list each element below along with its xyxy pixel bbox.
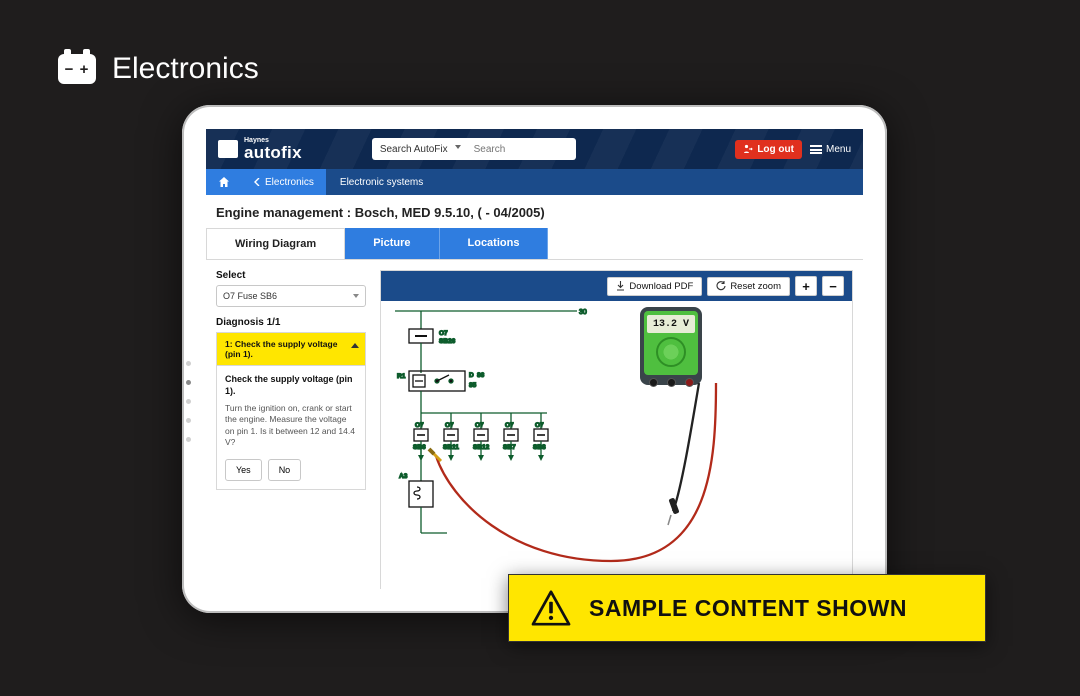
outer-heading: − + Electronics — [58, 52, 259, 86]
diagnosis-step-header[interactable]: 1: Check the supply voltage (pin 1). — [216, 332, 366, 366]
step-dots — [186, 361, 191, 442]
tab-locations[interactable]: Locations — [440, 228, 549, 259]
menu-label: Menu — [826, 144, 851, 155]
diagram-panel: Download PDF Reset zoom + − — [380, 270, 853, 589]
svg-text:O7: O7 — [415, 422, 424, 429]
screen: Haynes autofix Search AutoFix Log out — [206, 129, 863, 589]
svg-text:O7: O7 — [445, 422, 454, 429]
search-scope-label: Search AutoFix — [380, 144, 448, 155]
bus-30-label: 30 — [579, 309, 587, 316]
logo[interactable]: Haynes autofix — [218, 137, 302, 161]
zoom-out-button[interactable]: − — [822, 276, 844, 296]
home-button[interactable] — [206, 169, 242, 195]
svg-text:SB6: SB6 — [413, 444, 426, 451]
warning-icon — [531, 590, 571, 626]
step-body-text: Turn the ignition on, crank or start the… — [225, 403, 357, 449]
page-title: Engine management : Bosch, MED 9.5.10, (… — [206, 195, 863, 228]
breadcrumb: Electronics Electronic systems — [206, 169, 863, 195]
diagram-toolbar: Download PDF Reset zoom + − — [381, 271, 852, 301]
svg-text:O7: O7 — [505, 422, 514, 429]
search-scope-select[interactable]: Search AutoFix — [372, 138, 466, 160]
download-icon — [616, 281, 625, 291]
svg-text:SB7: SB7 — [503, 444, 516, 451]
breadcrumb-current: Electronic systems — [326, 177, 437, 188]
diagnosis-title: Diagnosis 1/1 — [216, 317, 366, 328]
multimeter-reading: 13.2 V — [647, 315, 695, 333]
sample-content-banner: SAMPLE CONTENT SHOWN — [508, 574, 986, 642]
logout-button[interactable]: Log out — [735, 140, 802, 159]
svg-text:86: 86 — [477, 372, 485, 379]
step-body-title: Check the supply voltage (pin 1). — [225, 374, 357, 397]
fuse-select[interactable]: O7 Fuse SB6 — [216, 285, 366, 307]
reset-icon — [716, 281, 726, 291]
svg-text:85: 85 — [469, 382, 477, 389]
svg-text:O7: O7 — [535, 422, 544, 429]
svg-text:SB26: SB26 — [439, 338, 456, 345]
logo-icon — [218, 140, 238, 158]
hamburger-icon — [810, 145, 822, 154]
diagnosis-panel: Select O7 Fuse SB6 Diagnosis 1/1 1: Chec… — [216, 270, 366, 589]
sample-content-label: SAMPLE CONTENT SHOWN — [589, 595, 907, 622]
diagnosis-step-body: Check the supply voltage (pin 1). Turn t… — [216, 366, 366, 489]
app-header: Haynes autofix Search AutoFix Log out — [206, 129, 863, 169]
svg-text:O7: O7 — [475, 422, 484, 429]
brand-bottom: autofix — [244, 144, 302, 161]
tab-wiring-diagram[interactable]: Wiring Diagram — [206, 228, 345, 259]
reset-zoom-button[interactable]: Reset zoom — [707, 277, 790, 296]
breadcrumb-back-label: Electronics — [265, 177, 314, 188]
svg-text:D: D — [469, 372, 474, 379]
logout-label: Log out — [757, 144, 794, 155]
chevron-down-icon — [455, 145, 461, 149]
download-pdf-button[interactable]: Download PDF — [607, 277, 702, 296]
zoom-in-button[interactable]: + — [795, 276, 817, 296]
no-button[interactable]: No — [268, 459, 302, 481]
yes-button[interactable]: Yes — [225, 459, 262, 481]
reset-zoom-label: Reset zoom — [730, 281, 781, 292]
tablet-frame: Haynes autofix Search AutoFix Log out — [182, 105, 887, 613]
select-label: Select — [216, 270, 366, 281]
chevron-up-icon — [351, 343, 359, 348]
tab-picture[interactable]: Picture — [345, 228, 439, 259]
battery-icon: − + — [58, 54, 96, 84]
outer-title: Electronics — [112, 52, 259, 86]
breadcrumb-back[interactable]: Electronics — [242, 169, 326, 195]
tabs: Wiring Diagram Picture Locations — [206, 228, 863, 260]
multimeter: 13.2 V — [640, 307, 702, 385]
diagnosis-step-label: 1: Check the supply voltage (pin 1). — [225, 339, 337, 359]
chevron-left-icon — [254, 178, 260, 186]
chevron-down-icon — [353, 294, 359, 298]
fuse-select-value: O7 Fuse SB6 — [223, 291, 277, 301]
menu-button[interactable]: Menu — [810, 144, 851, 155]
svg-text:A3: A3 — [399, 473, 408, 480]
download-pdf-label: Download PDF — [629, 281, 693, 292]
search-input[interactable] — [466, 138, 576, 160]
diagram-area[interactable]: 30 O7 SB26 R1 — [381, 301, 852, 589]
svg-text:O7: O7 — [439, 330, 448, 337]
home-icon — [218, 176, 230, 188]
svg-text:R1: R1 — [397, 373, 406, 380]
person-exit-icon — [743, 144, 753, 154]
wiring-schematic: 30 O7 SB26 R1 — [387, 303, 647, 553]
svg-text:SB8: SB8 — [533, 444, 546, 451]
